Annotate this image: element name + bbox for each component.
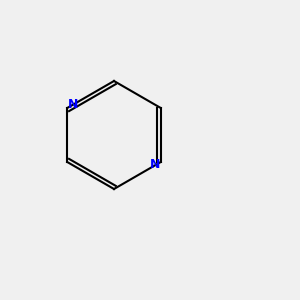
Text: N: N <box>150 158 160 172</box>
Text: N: N <box>68 98 78 112</box>
